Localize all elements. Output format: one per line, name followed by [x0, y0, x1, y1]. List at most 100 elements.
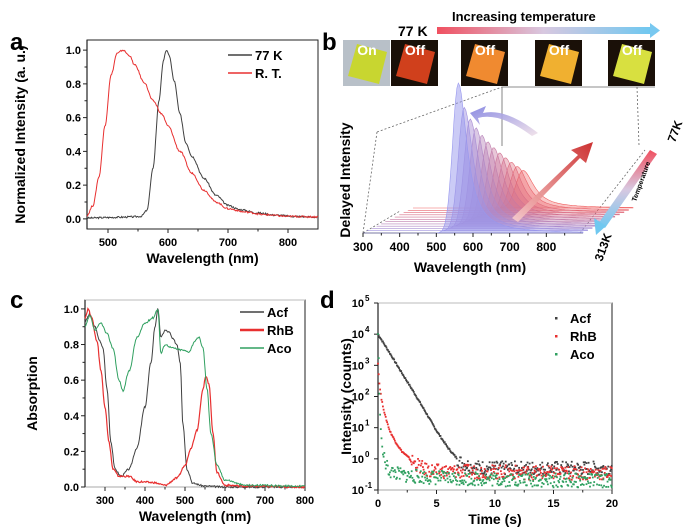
chart-a-series-77-k	[86, 50, 319, 220]
chart-d-point	[601, 467, 604, 470]
chart-d-point	[480, 469, 483, 472]
photo-film	[540, 44, 579, 84]
chart-d-point	[532, 473, 535, 475]
chart-d-point	[518, 480, 521, 482]
chart-d-point	[565, 480, 568, 483]
chart-d-point	[578, 466, 581, 469]
chart-d-point	[579, 468, 582, 471]
chart-d-point	[572, 468, 575, 470]
chart-d-point	[455, 479, 457, 481]
chart-d-point	[585, 462, 588, 465]
chart-d-point	[438, 474, 441, 477]
chart-d-point	[445, 465, 447, 468]
chart-d-point	[436, 477, 439, 480]
chart-d-point	[480, 468, 483, 471]
chart-d-point	[494, 468, 497, 470]
chart-d-point	[526, 466, 529, 468]
chart-d-point	[496, 482, 499, 485]
chart-d-point	[535, 468, 538, 471]
chart-d-point	[522, 468, 525, 471]
chart-d-point	[481, 461, 484, 464]
chart-d-point	[609, 470, 612, 472]
chart-c-y-tick-label: 1.0	[64, 304, 79, 316]
chart-d-point	[477, 477, 480, 480]
photo-state-label: Off	[549, 42, 570, 58]
chart-d-point	[549, 469, 552, 472]
chart-d-point	[524, 470, 527, 473]
chart-d-point	[414, 481, 417, 484]
chart-d-point	[605, 468, 608, 471]
chart-d-point	[594, 468, 597, 471]
chart-d-point	[415, 396, 418, 399]
chart-d-point	[570, 464, 572, 467]
chart-a-y-tick-label: 0.0	[66, 214, 81, 226]
chart-d-point	[490, 477, 493, 480]
chart-d-point	[396, 466, 399, 469]
chart-d-point	[427, 465, 430, 468]
chart-d-point	[478, 475, 480, 478]
sample-photo-4: Off	[608, 40, 655, 86]
chart-d-point	[587, 461, 590, 464]
chart-d-point	[513, 477, 516, 480]
chart-d-point	[610, 467, 613, 469]
chart-d-point	[428, 470, 431, 473]
chart-d-point	[473, 477, 476, 480]
chart-d-point	[468, 469, 471, 472]
chart-d-point	[563, 470, 566, 473]
chart-d-point	[492, 478, 495, 481]
chart-d-point	[604, 474, 607, 477]
chart-d-point	[408, 383, 411, 386]
chart-d-point	[557, 479, 560, 482]
chart-d-point	[381, 445, 384, 448]
legend-label-r-t: R. T.	[255, 66, 282, 81]
chart-d-point	[596, 483, 598, 486]
chart-d-point	[519, 481, 522, 484]
chart-d-point	[379, 388, 382, 391]
chart-c-x-tick-label: 500	[176, 495, 194, 507]
chart-d-point	[591, 470, 594, 473]
chart-b-waterfall: 77 K Increasing temperature On Off Off Off O…	[337, 9, 685, 275]
chart-d-point	[382, 408, 385, 411]
chart-d-point	[437, 479, 440, 482]
chart-d-point	[448, 472, 450, 475]
chart-d-point	[391, 434, 393, 437]
chart-d-point	[602, 478, 605, 481]
chart-d-point	[405, 480, 407, 483]
chart-d-point	[395, 362, 398, 364]
chart-d-point	[519, 469, 522, 472]
chart-d-point	[584, 461, 586, 464]
chart-d-point	[552, 477, 555, 480]
chart-d-point	[466, 466, 469, 469]
chart-b-x-tick-label: 600	[463, 240, 483, 254]
chart-d-point	[598, 478, 601, 481]
chart-d-point	[604, 466, 607, 468]
chart-c-series-aco	[84, 308, 306, 488]
chart-d-point	[431, 470, 433, 473]
chart-d-point	[431, 423, 434, 425]
chart-d-point	[536, 474, 539, 477]
chart-d-point	[430, 472, 433, 474]
chart-d-point	[582, 478, 584, 481]
chart-d-point	[396, 476, 398, 479]
chart-d-point	[587, 482, 590, 484]
chart-d-point	[586, 473, 589, 475]
chart-d-point	[499, 461, 502, 464]
chart-d-point	[478, 464, 481, 467]
chart-c-x-tick-label: 800	[296, 495, 314, 507]
chart-d-point	[382, 455, 385, 458]
chart-d-series-rhb	[377, 362, 613, 481]
chart-d-point	[386, 349, 389, 351]
sample-photo-0: On	[343, 40, 390, 86]
chart-d-point	[443, 465, 446, 468]
chart-d-point	[512, 469, 515, 471]
chart-d-point	[551, 476, 553, 478]
chart-d-point	[514, 481, 517, 484]
chart-d-point	[473, 467, 476, 470]
legend-marker-acf	[555, 317, 558, 320]
chart-d-point	[524, 473, 527, 476]
chart-d-point	[485, 476, 488, 478]
chart-d-point	[432, 470, 435, 473]
chart-d-point	[447, 468, 450, 471]
chart-d-point	[603, 484, 605, 487]
